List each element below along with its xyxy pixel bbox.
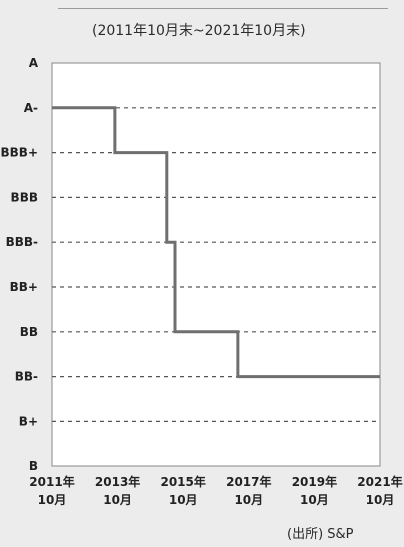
x-tick-year: 2019年 (292, 474, 337, 489)
y-tick-label: B+ (19, 414, 38, 428)
y-tick-label: A (29, 56, 39, 70)
x-tick-month: 10月 (103, 493, 132, 507)
source-note: (出所) S&P (287, 527, 354, 542)
x-tick-label: 2013年 10月 (95, 474, 140, 507)
x-tick-label: 2015年 10月 (160, 474, 205, 507)
x-tick-year: 2015年 (160, 474, 205, 489)
y-tick-label: BBB (11, 190, 38, 204)
plot-area (51, 62, 381, 467)
x-tick-month: 10月 (38, 493, 67, 507)
x-tick-year: 2017年 (226, 474, 271, 489)
x-tick-month: 10月 (169, 493, 198, 507)
y-tick-label: BB+ (10, 280, 38, 294)
x-tick-year: 2013年 (95, 474, 140, 489)
x-tick-month: 10月 (366, 493, 395, 507)
x-tick-label: 2011年 10月 (29, 474, 74, 507)
y-tick-label: A- (24, 101, 38, 115)
top-divider (58, 8, 388, 9)
x-tick-label: 2019年 10月 (292, 474, 337, 507)
y-tick-label: B (29, 459, 38, 473)
chart-subtitle: (2011年10月末~2021年10月末) (92, 23, 306, 39)
x-tick-year: 2021年 (357, 474, 402, 489)
y-tick-label: BB- (15, 370, 38, 384)
y-tick-label: BBB+ (1, 146, 39, 160)
y-tick-label: BB (20, 325, 38, 339)
x-tick-label: 2017年 10月 (226, 474, 271, 507)
x-tick-month: 10月 (300, 493, 329, 507)
y-tick-label: BBB- (6, 235, 38, 249)
rating-step-line (52, 106, 380, 379)
x-tick-label: 2021年 10月 (357, 474, 402, 507)
x-tick-month: 10月 (234, 493, 263, 507)
x-tick-year: 2011年 (29, 474, 74, 489)
